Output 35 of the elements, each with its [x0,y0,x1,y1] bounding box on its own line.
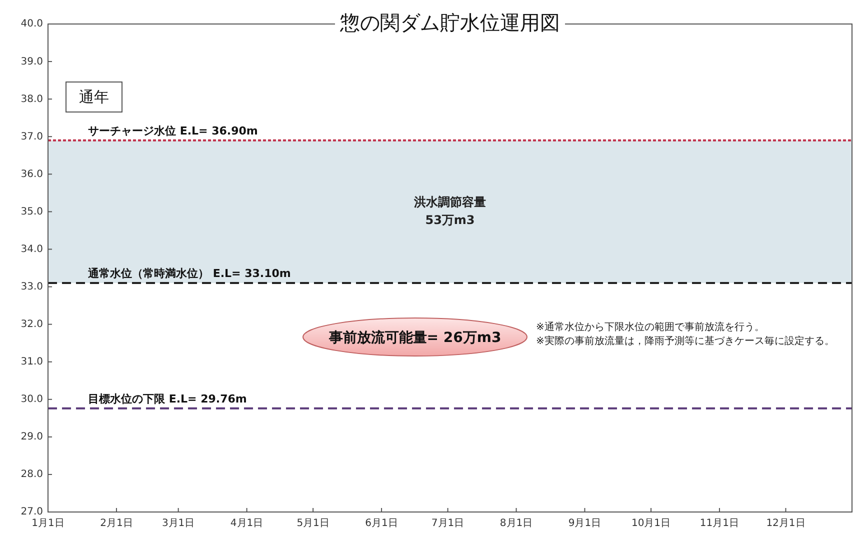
ref-line-label: 通常水位（常時満水位） E.L= 33.10m [87,267,291,280]
y-tick-label: 32.0 [20,319,43,330]
x-tick-label: 8月1日 [500,518,533,529]
x-tick-label: 5月1日 [296,518,330,529]
annotation: 事前放流可能量= 26万m3 [328,328,502,346]
chart-title: 惣の関ダム貯水位運用図 [339,10,560,34]
y-tick-label: 30.0 [20,394,43,406]
x-tick-label: 2月1日 [100,518,133,529]
annotation: ※通常水位から下限水位の範囲で事前放流を行う。 [536,321,764,333]
annotation: ※実際の事前放流量は，降雨予測等に基づきケース毎に設定する。 [536,335,834,347]
y-tick-label: 40.0 [20,18,43,30]
x-tick-label: 7月1日 [431,518,464,529]
band-label: 洪水調節容量 53万m3 [413,194,486,227]
ref-line-label: サーチャージ水位 E.L= 36.90m [88,124,258,138]
y-tick-label: 35.0 [20,206,43,218]
x-tick-label: 10月1日 [631,518,671,529]
y-tick-label: 39.0 [20,56,43,68]
x-tick-label: 4月1日 [230,518,264,529]
y-tick-label: 31.0 [20,356,43,368]
annotation: 通年 [79,88,109,106]
y-tick-label: 29.0 [20,432,43,443]
y-tick-label: 28.0 [20,469,43,480]
x-tick-label: 11月1日 [700,518,740,529]
ref-line-label: 目標水位の下限 E.L= 29.76m [88,392,247,406]
y-tick-label: 38.0 [20,94,43,105]
x-tick-label: 9月1日 [568,518,602,529]
x-tick-label: 6月1日 [365,518,398,529]
x-tick-label: 1月1日 [32,518,64,529]
y-tick-label: 36.0 [20,168,43,180]
y-tick-label: 37.0 [20,131,43,142]
x-tick-label: 3月1日 [162,518,195,529]
x-tick-label: 12月1日 [766,518,806,529]
y-tick-label: 33.0 [20,282,43,293]
y-tick-label: 27.0 [20,506,43,518]
y-tick-label: 34.0 [20,244,43,255]
